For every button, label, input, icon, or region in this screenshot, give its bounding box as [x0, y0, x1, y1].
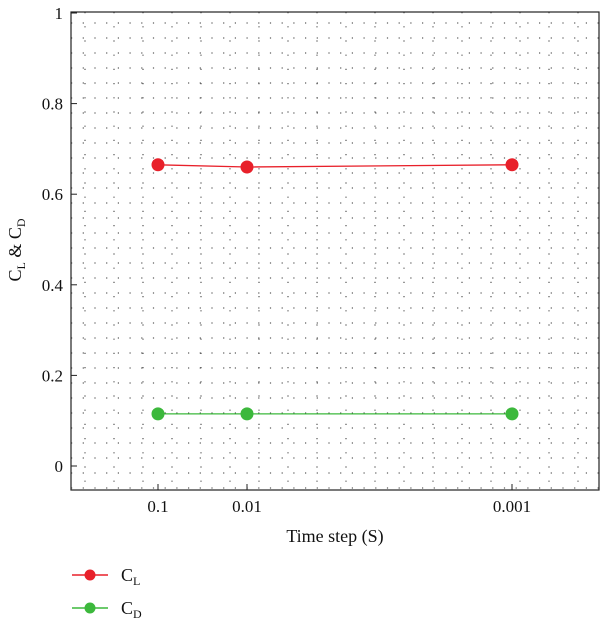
y-tick-label: 0 — [55, 457, 64, 476]
grid — [71, 12, 599, 490]
y-axis-title: CL & CD — [5, 218, 28, 281]
legend-marker — [84, 569, 96, 581]
series — [151, 158, 519, 421]
legend-label: CD — [121, 598, 142, 621]
y-tick-label: 0.6 — [42, 185, 63, 204]
x-tick-label: 0.1 — [147, 497, 168, 516]
plot-frame — [70, 11, 600, 491]
data-point — [505, 158, 519, 172]
data-point — [151, 158, 165, 172]
legend-marker — [84, 602, 96, 614]
legend: CL CD — [72, 565, 142, 621]
x-tick-label: 0.001 — [493, 497, 531, 516]
y-tick-label: 0.8 — [42, 95, 63, 114]
series-line-cl — [157, 164, 513, 168]
x-axis-title: Time step (S) — [286, 526, 383, 547]
y-tick-label: 0.4 — [42, 276, 64, 295]
data-point — [505, 407, 519, 421]
legend-label: CL — [121, 565, 140, 588]
y-tick-label: 1 — [55, 4, 64, 23]
data-point — [240, 407, 254, 421]
data-point — [151, 407, 165, 421]
x-tick-label: 0.01 — [232, 497, 262, 516]
axis-ticks: 0 0.2 0.4 0.6 0.8 1 0.1 0.01 0.001 — [42, 4, 531, 516]
data-point — [240, 160, 254, 174]
y-tick-label: 0.2 — [42, 366, 63, 385]
